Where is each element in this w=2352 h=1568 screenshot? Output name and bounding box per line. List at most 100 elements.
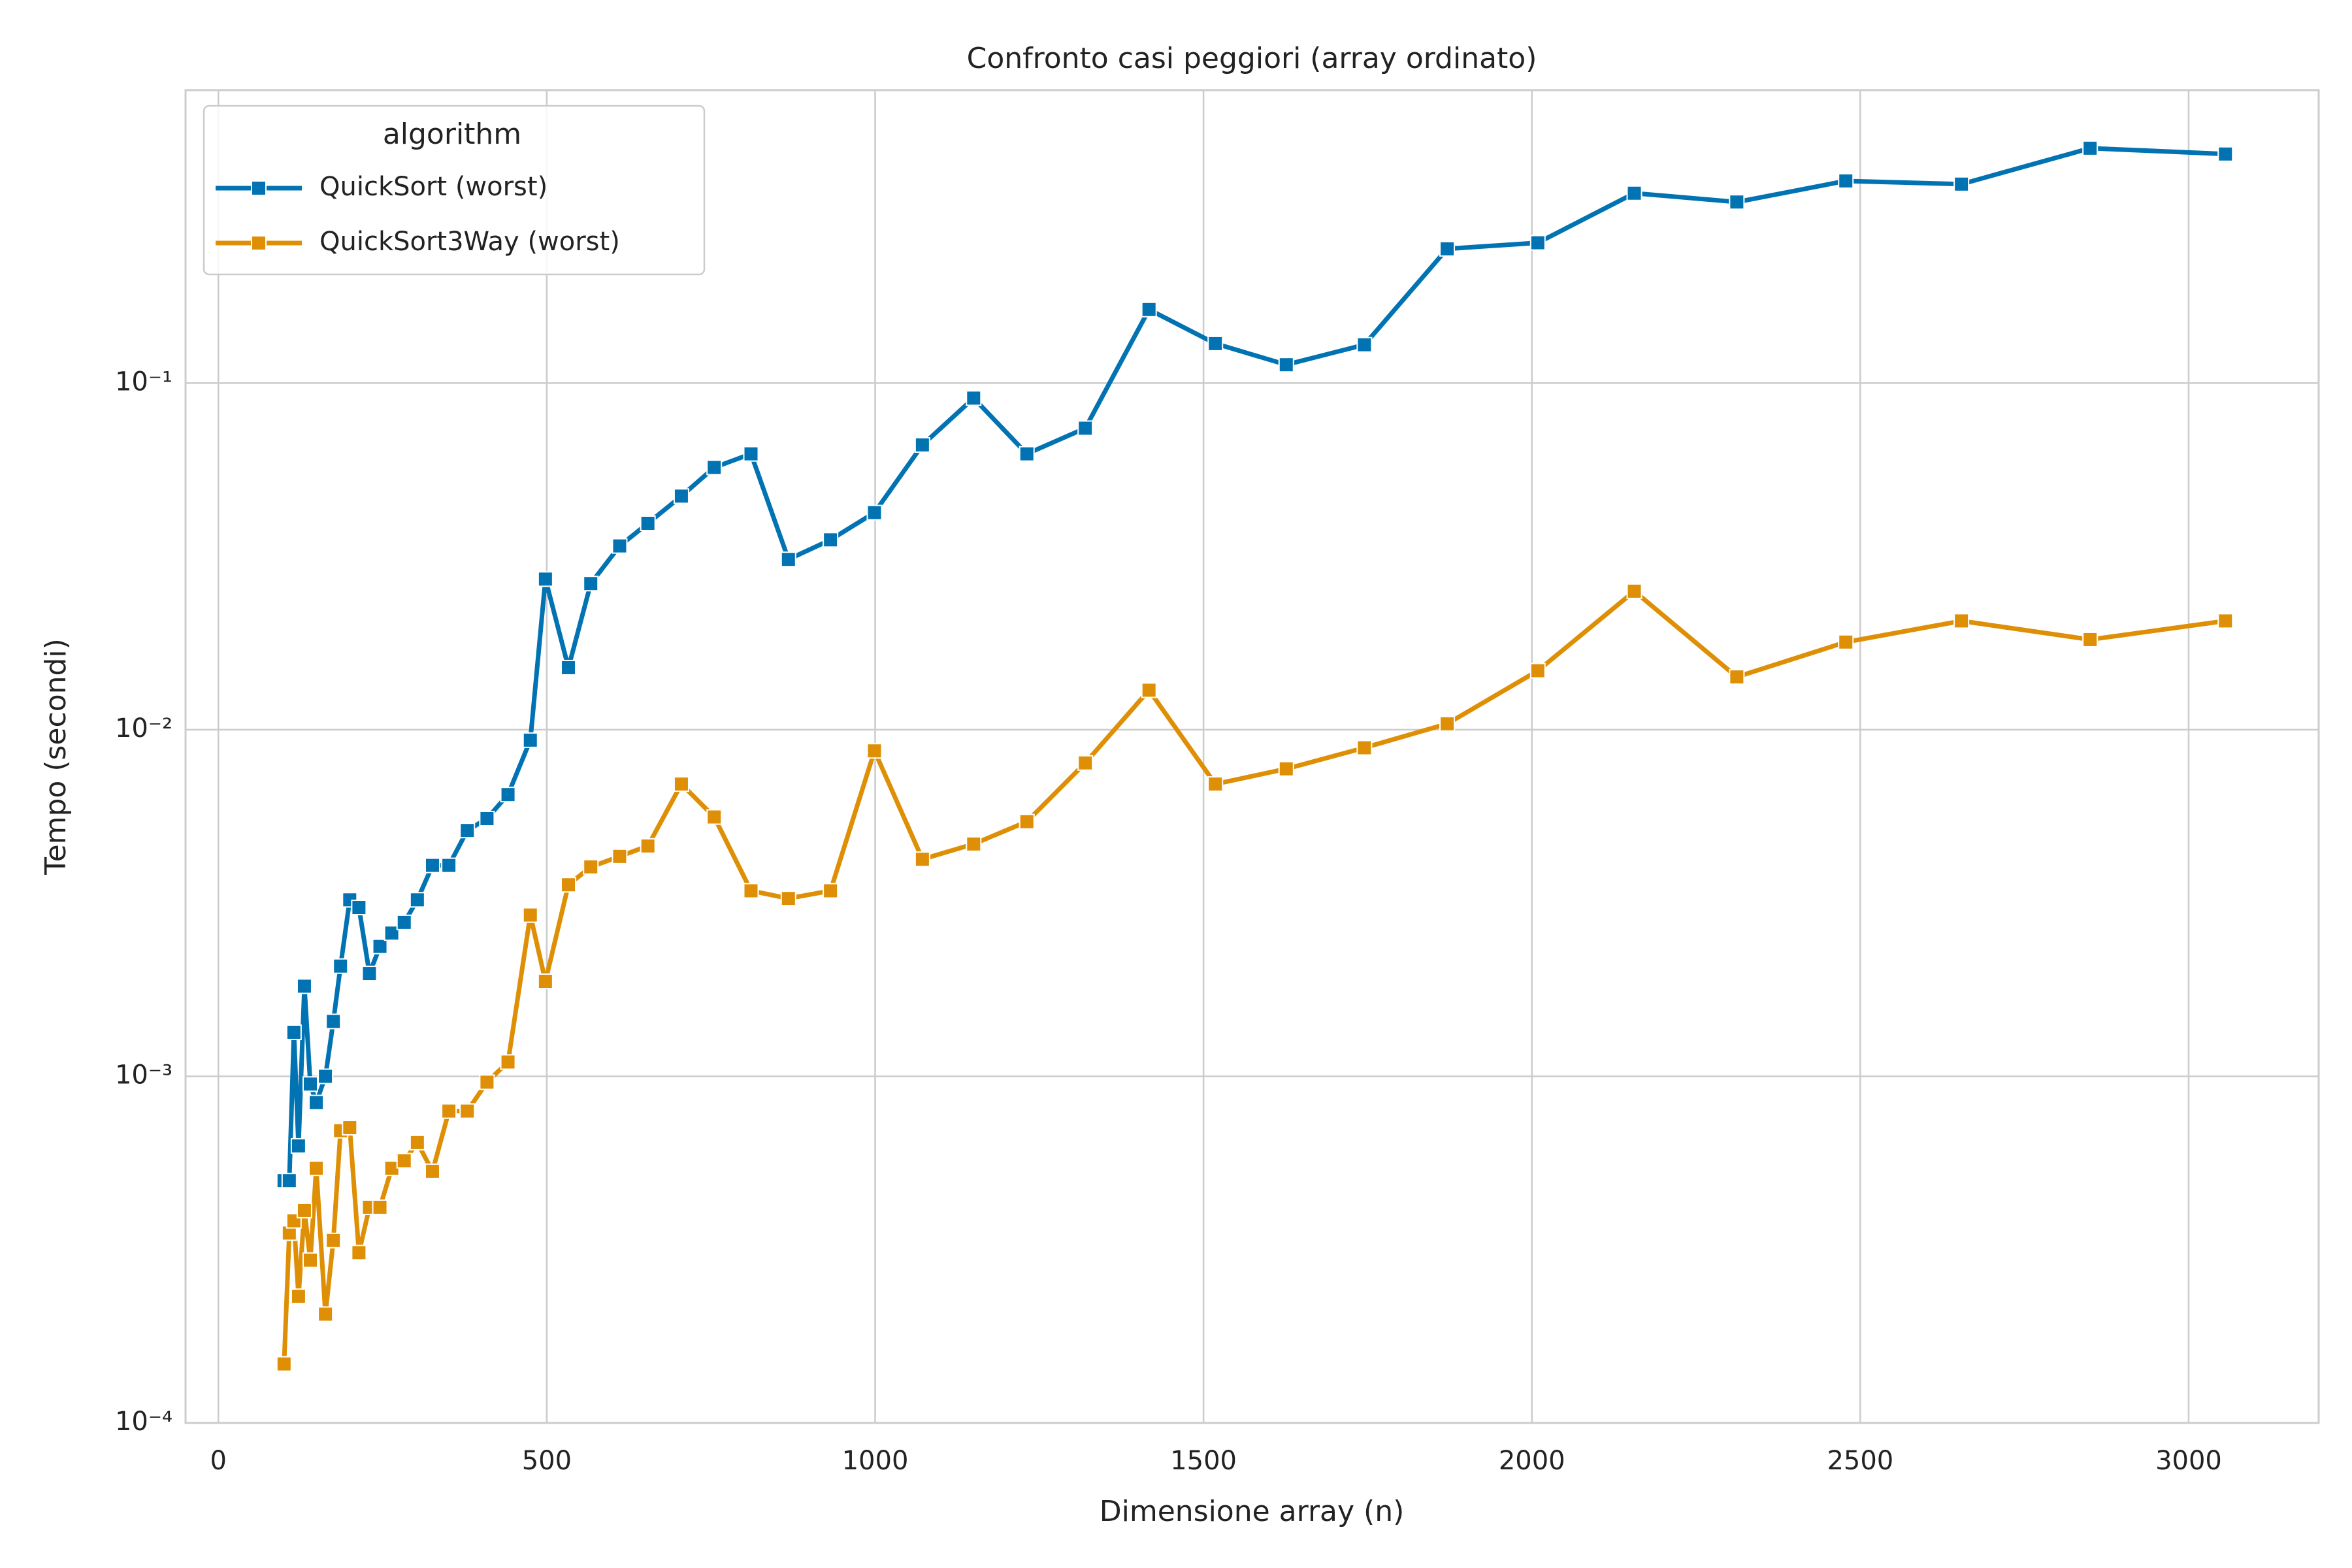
data-point	[823, 883, 839, 899]
y-tick-label: 10⁻⁴	[115, 1407, 172, 1437]
data-point	[361, 966, 378, 982]
data-point	[290, 1137, 306, 1154]
data-point	[325, 1232, 342, 1249]
data-point	[673, 488, 689, 504]
data-point	[2217, 613, 2234, 629]
data-point	[409, 1134, 425, 1151]
data-point	[1729, 669, 1745, 685]
data-point	[673, 776, 689, 792]
data-point	[2082, 140, 2099, 156]
data-point	[1529, 235, 1546, 251]
data-point	[424, 1163, 440, 1179]
data-point	[318, 1306, 334, 1322]
data-point	[308, 1094, 325, 1111]
data-point	[1838, 634, 1854, 650]
data-point	[561, 877, 577, 893]
y-tick-label: 10⁻¹	[115, 367, 172, 397]
data-point	[409, 892, 425, 908]
data-point	[1278, 357, 1294, 373]
data-point	[866, 504, 883, 521]
y-axis-label: Tempo (secondi)	[39, 638, 73, 875]
legend-label: QuickSort (worst)	[319, 172, 547, 202]
y-tick-label: 10⁻²	[115, 713, 172, 743]
data-point	[500, 787, 516, 803]
data-point	[823, 532, 839, 548]
data-point	[1626, 185, 1642, 201]
data-point	[1207, 335, 1224, 351]
x-tick-label: 1000	[842, 1446, 909, 1476]
data-point	[296, 1202, 312, 1218]
data-point	[290, 1288, 306, 1305]
data-point	[1838, 172, 1854, 189]
data-point	[479, 810, 495, 826]
data-point	[780, 551, 796, 568]
legend-marker	[251, 180, 267, 196]
legend-marker	[251, 235, 267, 251]
data-point	[1439, 240, 1456, 257]
data-point	[914, 437, 930, 453]
y-tick-label: 10⁻³	[115, 1060, 172, 1090]
data-point	[1626, 583, 1642, 599]
data-point	[537, 973, 553, 990]
data-point	[281, 1173, 297, 1189]
data-point	[479, 1074, 495, 1090]
data-point	[302, 1252, 318, 1268]
data-point	[351, 900, 367, 916]
data-point	[396, 1152, 412, 1169]
data-point	[914, 851, 930, 868]
data-point	[372, 1199, 388, 1215]
data-point	[1439, 715, 1456, 732]
data-point	[342, 1120, 358, 1136]
data-point	[441, 857, 457, 874]
data-point	[302, 1076, 318, 1092]
x-axis-label: Dimensione array (n)	[1100, 1495, 1405, 1528]
legend-label: QuickSort3Way (worst)	[319, 227, 620, 257]
data-point	[583, 858, 599, 875]
data-point	[333, 958, 349, 974]
x-tick-label: 0	[210, 1446, 227, 1476]
data-point	[1141, 682, 1157, 698]
data-point	[1729, 194, 1745, 210]
data-point	[966, 390, 982, 406]
data-point	[1207, 776, 1224, 792]
data-point	[286, 1024, 302, 1041]
data-point	[396, 914, 412, 930]
data-point	[308, 1160, 325, 1177]
data-point	[1356, 740, 1373, 756]
data-point	[1077, 420, 1094, 436]
data-point	[1953, 613, 1970, 629]
data-point	[612, 538, 628, 554]
data-point	[276, 1356, 292, 1372]
data-point	[780, 890, 796, 907]
data-point	[2217, 146, 2234, 162]
data-point	[424, 857, 440, 874]
x-tick-label: 500	[522, 1446, 572, 1476]
data-point	[866, 743, 883, 759]
data-point	[522, 732, 538, 748]
data-point	[1953, 176, 1970, 192]
data-point	[500, 1054, 516, 1070]
data-point	[966, 836, 982, 852]
data-point	[2082, 631, 2099, 647]
data-point	[706, 809, 723, 825]
data-point	[459, 823, 476, 839]
data-point	[612, 848, 628, 864]
data-point	[351, 1245, 367, 1261]
data-point	[583, 576, 599, 592]
data-point	[384, 925, 400, 941]
data-point	[537, 571, 553, 587]
data-point	[1529, 662, 1546, 679]
data-point	[522, 907, 538, 923]
data-point	[561, 659, 577, 676]
data-point	[441, 1103, 457, 1119]
data-point	[640, 515, 656, 531]
data-point	[372, 938, 388, 955]
plot-frame	[184, 89, 2320, 1424]
data-point	[459, 1103, 476, 1119]
chart-title: Confronto casi peggiori (array ordinato)	[967, 42, 1537, 75]
data-point	[1077, 755, 1094, 771]
x-tick-label: 2500	[1827, 1446, 1893, 1476]
x-tick-label: 1500	[1170, 1446, 1237, 1476]
